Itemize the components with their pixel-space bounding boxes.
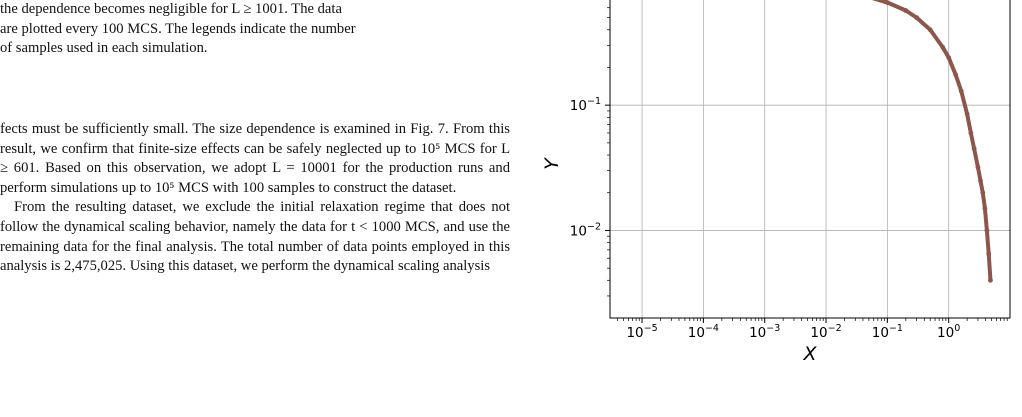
plot-frame <box>609 0 1011 319</box>
data-point <box>975 164 981 170</box>
data-points <box>871 0 993 283</box>
paragraph: From the resulting dataset, we exclude t… <box>0 199 510 275</box>
series-line <box>871 0 993 283</box>
x-axis-label: X <box>802 343 817 365</box>
data-point <box>927 27 933 33</box>
x-tick-label: 10−1 <box>872 323 903 341</box>
data-point <box>988 277 993 283</box>
x-tick-label: 10−4 <box>688 323 719 341</box>
caption-line: are plotted every 100 MCS. The legends i… <box>0 20 356 37</box>
data-point <box>940 44 946 50</box>
tick-marks <box>605 7 1008 323</box>
x-tick-label: 100 <box>937 323 960 341</box>
y-tick-label: 10−1 <box>570 96 601 114</box>
text-column: the dependence becomes negligible for L … <box>0 0 510 412</box>
body-text: fects must be sufficiently small. The si… <box>0 120 510 277</box>
data-point <box>914 15 920 21</box>
data-series <box>871 0 993 283</box>
data-point <box>978 178 983 183</box>
data-point <box>986 251 992 257</box>
data-point <box>953 72 959 78</box>
x-tick-label: 10−2 <box>810 323 841 341</box>
data-point <box>980 190 986 196</box>
data-point <box>971 146 977 152</box>
y-tick-label: 10−2 <box>570 221 601 239</box>
figure: 10−5 10−4 10−3 10−2 10−1 100 10−2 10−1 100 X Y <box>512 0 1022 412</box>
y-axis-label: Y <box>541 157 563 170</box>
data-point <box>884 0 890 5</box>
paragraph: fects must be sufficiently small. The si… <box>0 121 510 196</box>
caption-line: of samples used in each simulation. <box>0 40 208 57</box>
data-point <box>958 88 964 94</box>
data-point <box>903 8 909 13</box>
grid <box>610 0 1010 318</box>
x-tick-label: 10−5 <box>626 323 657 341</box>
data-point <box>984 228 990 233</box>
data-point <box>982 205 988 211</box>
x-tick-label: 10−3 <box>749 323 780 341</box>
figure-caption: the dependence becomes negligible for L … <box>0 0 510 59</box>
data-point <box>964 111 970 117</box>
data-point <box>968 130 974 136</box>
scaling-chart: 10−5 10−4 10−3 10−2 10−1 100 10−2 10−1 100 X Y <box>541 0 1011 365</box>
x-tick-labels: 10−5 10−4 10−3 10−2 10−1 100 <box>626 323 960 341</box>
caption-line: the dependence becomes negligible for L … <box>0 1 342 17</box>
data-point <box>946 55 952 60</box>
